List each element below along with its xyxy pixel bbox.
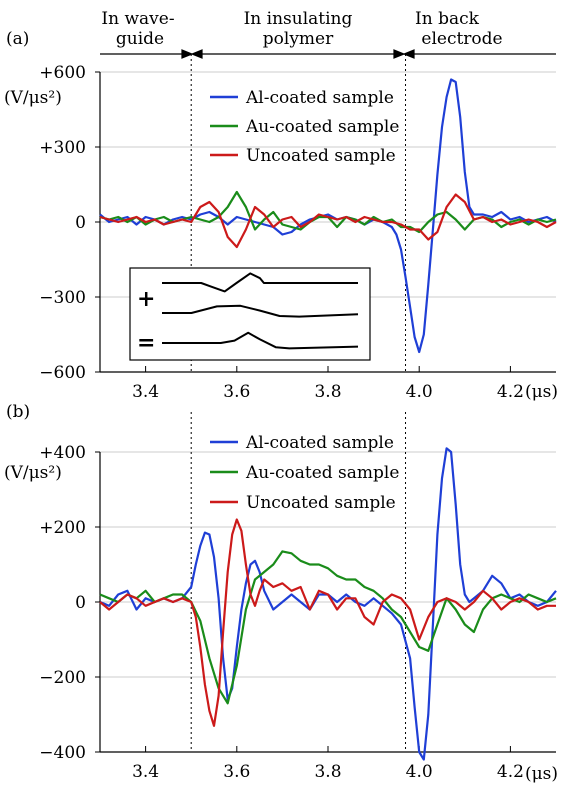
x-tick-label: 3.4: [132, 762, 159, 782]
panel-a: (a) +600 +300 0 −300 −600 3.4 3.6 3.8 4.0 4.2 (V…: [4, 29, 558, 402]
legend-label: Al-coated sample: [245, 433, 394, 453]
x-tick-label: 4.0: [406, 382, 433, 402]
y-tick-label: −300: [39, 288, 86, 308]
panel-b-label: (b): [6, 402, 30, 422]
y-tick-label: +400: [39, 443, 86, 463]
panel-a-y-unit: (V/μs²): [4, 88, 62, 108]
region-label-waveguide-2: guide: [116, 29, 164, 49]
inset-waveguide-pulse: [162, 272, 358, 293]
panel-a-x-ticks: 3.4 3.6 3.8 4.0 4.2: [132, 366, 524, 402]
panel-b-x-unit: (μs): [525, 764, 558, 784]
inset-polymer-pulse: [162, 304, 359, 318]
x-tick-label: 4.2: [497, 762, 524, 782]
legend-label: Uncoated sample: [246, 146, 396, 166]
legend-label: Au-coated sample: [245, 117, 399, 137]
x-tick-label: 3.4: [132, 382, 159, 402]
series-line-uncoated: [99, 518, 556, 727]
panel-b: (b) +400 +200 0 −200 −400 3.4 3.6 3.8 4.0 4.2 (V…: [4, 402, 558, 784]
region-arrows: [100, 49, 556, 59]
series-line-au-coated: [99, 190, 557, 234]
inset-equals-symbol: =: [137, 330, 155, 356]
y-tick-label: −600: [39, 363, 86, 383]
panel-b-legend: Al-coated sample Au-coated sample Uncoated…: [210, 433, 399, 513]
panel-a-legend: Al-coated sample Au-coated sample Uncoated…: [210, 88, 399, 166]
legend-label: Au-coated sample: [245, 463, 399, 483]
panel-a-x-unit: (μs): [525, 382, 558, 402]
y-tick-label: −400: [39, 743, 86, 763]
series-line-uncoated: [99, 193, 557, 249]
panel-b-x-ticks: 3.4 3.6 3.8 4.0 4.2: [132, 746, 524, 782]
series-line-al-coated: [99, 447, 557, 761]
legend-label: Uncoated sample: [246, 493, 396, 513]
y-tick-label: 0: [75, 213, 86, 233]
inset-sum-pulse: [162, 331, 359, 350]
region-label-polymer-2: polymer: [263, 29, 334, 49]
panel-a-label: (a): [6, 29, 29, 49]
panel-a-y-ticks: +600 +300 0 −300 −600: [39, 63, 100, 383]
x-tick-label: 3.6: [223, 382, 250, 402]
inset-plus-symbol: +: [137, 286, 155, 312]
region-label-waveguide-1: In wave-: [101, 9, 174, 29]
x-tick-label: 4.0: [406, 762, 433, 782]
region-label-polymer-1: In insulating: [244, 9, 353, 29]
region-label-electrode-1: In back: [415, 9, 480, 29]
y-tick-label: 0: [75, 593, 86, 613]
series-line-au-coated: [99, 550, 557, 705]
panel-b-y-unit: (V/μs²): [4, 463, 62, 483]
x-tick-label: 3.6: [223, 762, 250, 782]
x-tick-label: 3.8: [314, 762, 341, 782]
inset-diagram: + =: [129, 267, 371, 361]
region-label-electrode-2: electrode: [421, 29, 502, 49]
legend-label: Al-coated sample: [245, 88, 394, 108]
panel-b-y-ticks: +400 +200 0 −200 −400: [39, 443, 100, 763]
y-tick-label: +200: [39, 518, 86, 538]
inset-curves: [162, 272, 359, 350]
panel-b-series: [99, 447, 557, 761]
y-tick-label: +300: [39, 138, 86, 158]
y-tick-label: −200: [39, 668, 86, 688]
x-tick-label: 4.2: [497, 382, 524, 402]
y-tick-label: +600: [39, 63, 86, 83]
panel-a-series: [99, 78, 557, 354]
x-tick-label: 3.8: [314, 382, 341, 402]
